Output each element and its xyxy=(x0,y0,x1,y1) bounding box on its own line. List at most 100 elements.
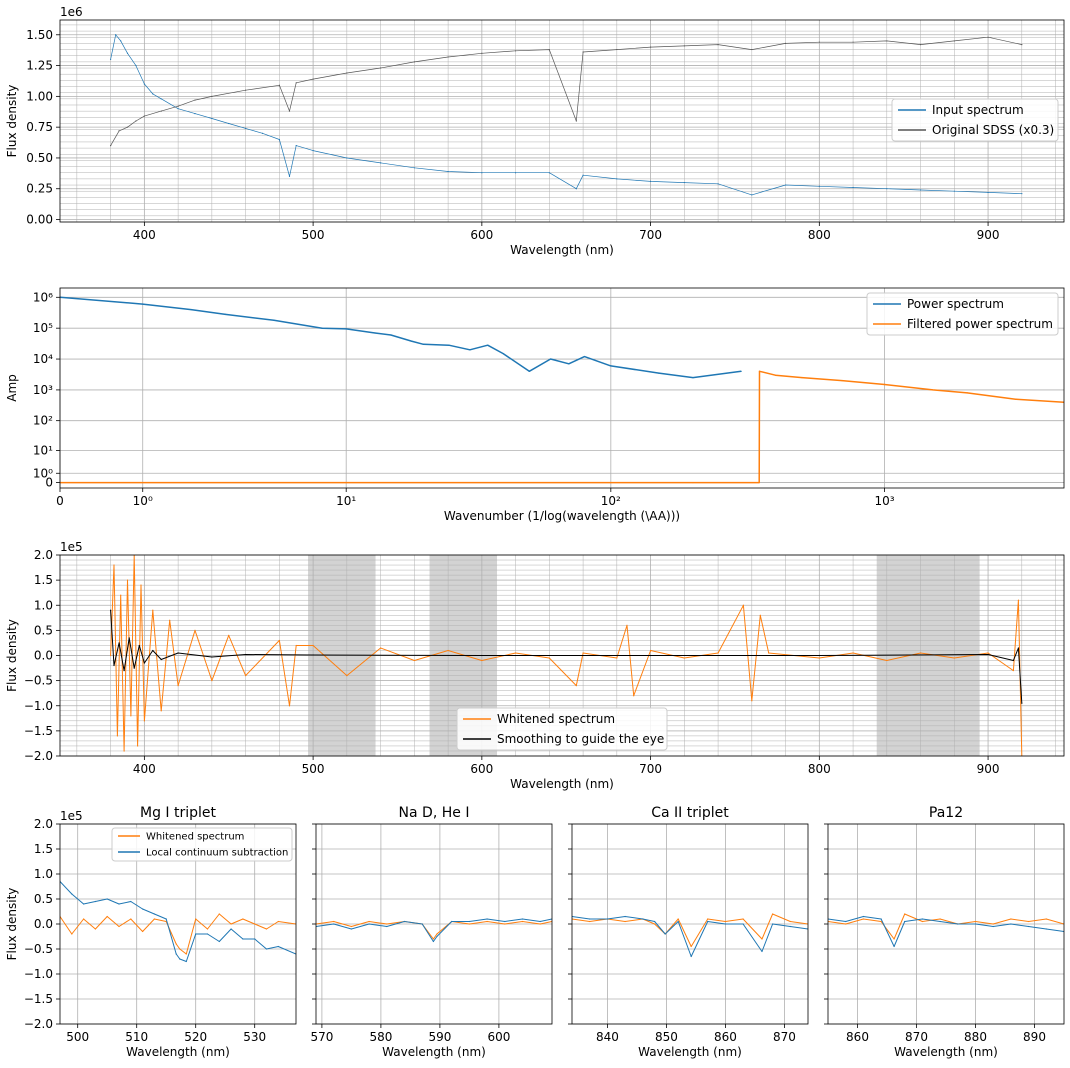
y-tick-label: 0.00 xyxy=(26,213,53,227)
legend-p2: Power spectrum Filtered power spectrum xyxy=(866,292,1059,336)
data-point xyxy=(123,750,125,752)
legend-label-0: Whitened spectrum xyxy=(146,832,244,843)
data-point xyxy=(71,933,73,935)
data-point xyxy=(106,915,108,918)
data-point xyxy=(380,162,382,164)
x-tick-label: 10² xyxy=(601,494,621,508)
data-point xyxy=(886,659,888,662)
data-point xyxy=(677,918,679,920)
panel-p3: 400 500 600 700 800 900 −2.0 −1.5 −1.0 −0.5 0.0 0.5… xyxy=(5,540,1065,791)
data-point xyxy=(548,172,550,174)
data-point xyxy=(589,918,591,920)
data-point xyxy=(575,685,577,687)
y-axis-label: Flux density xyxy=(5,619,19,692)
data-point xyxy=(481,52,483,54)
series-line-0 xyxy=(572,913,808,947)
x-tick-label: 800 xyxy=(808,762,831,776)
data-point xyxy=(664,933,666,935)
data-point xyxy=(486,920,488,923)
data-point xyxy=(177,685,179,687)
data-point xyxy=(992,923,994,925)
data-point xyxy=(919,189,922,191)
data-point xyxy=(772,913,774,915)
data-point xyxy=(447,649,449,652)
legend-label-1: Original SDSS (x0.3) xyxy=(932,123,1054,137)
series-group-p4 xyxy=(60,880,296,963)
data-point xyxy=(468,920,470,923)
data-point xyxy=(818,654,820,657)
data-point xyxy=(436,933,438,935)
data-point xyxy=(143,83,145,85)
x-tick-label: 860 xyxy=(714,1030,737,1044)
series-line-1 xyxy=(60,370,1064,484)
data-point xyxy=(123,669,125,672)
y-tick-label: 0.5 xyxy=(34,623,53,637)
data-point xyxy=(582,652,584,654)
series-group-p2 xyxy=(60,296,1064,484)
y-tick-label: 0.25 xyxy=(26,182,53,196)
x-tick-label: 840 xyxy=(596,1030,619,1044)
data-point xyxy=(893,938,895,940)
data-point xyxy=(422,343,424,345)
data-point xyxy=(160,98,162,100)
series-line-1 xyxy=(572,916,808,957)
data-point xyxy=(1021,193,1023,195)
y-tick-label: −2.0 xyxy=(24,1017,53,1031)
chart-title: Pa12 xyxy=(929,805,963,821)
x-tick-label: 880 xyxy=(964,1030,987,1044)
data-point xyxy=(110,609,112,611)
x-axis-label: Wavelength (nm) xyxy=(126,1045,230,1059)
data-point xyxy=(346,72,348,74)
x-tick-label: 10³ xyxy=(875,494,895,508)
data-point xyxy=(486,918,488,920)
y-tick-label: 10² xyxy=(33,414,53,428)
data-point xyxy=(818,41,820,43)
data-point xyxy=(582,174,584,176)
data-point xyxy=(230,928,232,930)
data-point xyxy=(481,654,483,657)
data-point xyxy=(789,920,791,923)
data-point xyxy=(230,923,232,925)
data-point xyxy=(126,579,129,581)
x-tick-label: 0 xyxy=(56,494,64,508)
x-tick-label: 500 xyxy=(302,228,325,242)
data-point xyxy=(312,644,314,647)
data-point xyxy=(218,940,220,943)
data-point xyxy=(368,920,370,923)
series-group-p5 xyxy=(316,918,552,943)
legend-p3: Whitened spectrum Smoothing to guide the … xyxy=(456,707,668,751)
data-point xyxy=(904,920,906,923)
data-point xyxy=(312,78,314,80)
panel-p6: 840 850 860 870 Wavelength (nm) Ca II triplet xyxy=(568,805,809,1059)
data-point xyxy=(380,67,382,69)
data-point xyxy=(224,313,227,315)
series-line-1 xyxy=(110,36,1022,146)
y-tick-label: 0 xyxy=(45,476,53,490)
data-point xyxy=(386,925,388,928)
data-point xyxy=(862,915,865,918)
data-point xyxy=(118,925,120,928)
data-point xyxy=(658,372,660,374)
data-point xyxy=(245,127,247,129)
y-tick-label: −1.0 xyxy=(24,699,53,713)
x-tick-label: 580 xyxy=(369,1030,392,1044)
y-tick-label: 10⁴ xyxy=(33,352,53,366)
data-point xyxy=(481,659,483,662)
data-point xyxy=(774,374,776,376)
series-group-p1 xyxy=(110,34,1023,196)
data-point xyxy=(616,657,618,659)
data-point xyxy=(626,624,628,626)
data-point xyxy=(1021,702,1023,704)
data-point xyxy=(504,920,506,923)
series-line-0 xyxy=(60,913,296,955)
data-point xyxy=(616,48,618,51)
y-tick-label: 10³ xyxy=(33,383,53,397)
data-point xyxy=(113,564,115,566)
data-point xyxy=(886,40,888,42)
series-line-0 xyxy=(110,34,1022,196)
data-point xyxy=(380,647,382,649)
data-point xyxy=(288,110,291,112)
data-point xyxy=(295,644,297,647)
data-point xyxy=(818,657,820,659)
data-point xyxy=(724,920,727,923)
